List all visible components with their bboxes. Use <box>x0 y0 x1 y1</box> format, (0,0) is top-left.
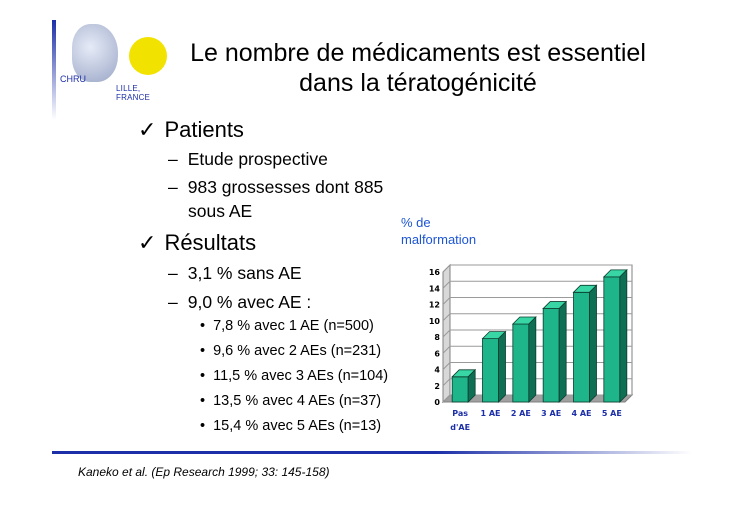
subitem-1: 7,8 % avec 1 AE (n=500) <box>213 318 374 334</box>
checkmark-icon: ✓ <box>138 117 157 142</box>
chart-bar-side <box>528 316 537 403</box>
chart-gridline <box>442 345 632 354</box>
list-item-continuation: sous AE <box>188 201 252 222</box>
chart-bar-side <box>467 368 476 403</box>
chart-ytick-label: 0 <box>434 398 440 407</box>
list-item: –983 grossesses dont 885 <box>168 177 384 197</box>
resultats-item-2: 9,0 % avec AE : <box>187 292 312 312</box>
patients-heading: ✓ Patients <box>138 117 244 143</box>
chart-ytick-label: 6 <box>434 349 440 358</box>
chart-ytick-label: 4 <box>434 366 440 375</box>
list-item: –3,1 % sans AE <box>168 263 302 283</box>
list-subitem: • 13,5 % avec 4 AEs (n=37) <box>200 393 382 409</box>
chart-bar <box>482 338 499 403</box>
chart-ylabel-line2: malformation <box>401 232 477 247</box>
chart-gridline <box>442 264 632 273</box>
chart-gridline <box>442 394 632 403</box>
chart-ylabel: % de malformation <box>401 214 476 248</box>
patients-heading-text: Patients <box>164 117 244 142</box>
chart-xtick-label: 5 AE <box>602 409 622 418</box>
list-subitem: • 7,8 % avec 1 AE (n=500) <box>200 318 374 334</box>
chart-xtick-label: 3 AE <box>541 409 561 418</box>
chart-xtick-label: 1 AE <box>480 409 500 418</box>
list-item: –9,0 % avec AE : <box>168 292 312 312</box>
yellow-circle-decoration <box>129 37 167 75</box>
chart-gridline <box>442 280 632 289</box>
malformation-bar-chart: 0 2 4 6 8 10 12 14 16 Pas d'AE 1 AE 2 AE 3 AE 4 AE 5 AE <box>429 263 634 432</box>
list-subitem: • 9,6 % avec 2 AEs (n=231) <box>200 343 382 359</box>
subitem-2: 9,6 % avec 2 AEs (n=231) <box>213 343 382 359</box>
chart-xtick-label: Pas <box>452 409 468 418</box>
list-subitem: • 11,5 % avec 3 AEs (n=104) <box>200 368 389 384</box>
chart-bar-side <box>498 330 506 403</box>
subitem-3: 11,5 % avec 3 AEs (n=104) <box>213 368 389 384</box>
chart-ytick-label: 16 <box>429 268 441 277</box>
resultats-heading: ✓ Résultats <box>138 230 256 256</box>
chart-gridline <box>442 362 632 370</box>
chart-bar-side <box>558 300 567 403</box>
chart-bar-side <box>589 284 597 403</box>
chart-xtick-label: 2 AE <box>511 409 531 418</box>
chart-bar <box>573 291 590 403</box>
chart-ytick-label: 10 <box>429 317 441 326</box>
chart-ytick-label: 12 <box>429 301 440 310</box>
chart-ylabel-line1: % de <box>401 215 431 230</box>
logo-chru-text: CHRU <box>60 74 86 84</box>
chart-bar <box>512 323 530 403</box>
chart-ytick-label: 2 <box>434 382 440 391</box>
footer-citation: Kaneko et al. (Ep Research 1999; 33: 145… <box>78 465 330 479</box>
logo-lille-text: LILLE, FRANCE <box>116 84 151 102</box>
chart-gridline <box>442 313 632 322</box>
patients-item-2-cont: sous AE <box>188 201 253 221</box>
slide-title-line1: Le nombre de médicaments est essentiel <box>190 39 646 67</box>
left-accent-bar <box>52 20 56 120</box>
list-subitem: • 15,4 % avec 5 AEs (n=13) <box>200 418 382 434</box>
resultats-item-1: 3,1 % sans AE <box>187 263 302 283</box>
chart-xtick-label-line2: d'AE <box>450 423 470 432</box>
chart-gridline <box>442 329 632 338</box>
slide-title-line2: dans la tératogénicité <box>299 69 537 97</box>
chart-gridline <box>442 297 632 305</box>
logo-face-icon <box>72 24 118 82</box>
patients-item-1: Etude prospective <box>187 149 328 169</box>
subitem-4: 13,5 % avec 4 AEs (n=37) <box>213 393 382 409</box>
chart-ytick-label: 8 <box>434 333 440 342</box>
chart-ytick-label: 14 <box>429 284 441 293</box>
patients-item-2: 983 grossesses dont 885 <box>187 177 384 197</box>
chart-gridline <box>442 378 632 387</box>
footer-divider <box>52 451 692 454</box>
chru-lille-logo: CHRU LILLE, FRANCE <box>56 22 162 102</box>
list-item: – Etude prospective <box>168 149 328 169</box>
checkmark-icon: ✓ <box>138 230 157 255</box>
chart-bar <box>542 308 560 403</box>
chart-bar <box>603 276 621 403</box>
slide-title: Le nombre de médicaments est essentiel d… <box>158 38 678 98</box>
subitem-5: 15,4 % avec 5 AEs (n=13) <box>213 418 382 434</box>
chart-xtick-label: 4 AE <box>571 409 591 418</box>
chart-bar <box>451 376 469 403</box>
resultats-heading-text: Résultats <box>164 230 257 255</box>
chart-bar-side <box>619 268 628 403</box>
